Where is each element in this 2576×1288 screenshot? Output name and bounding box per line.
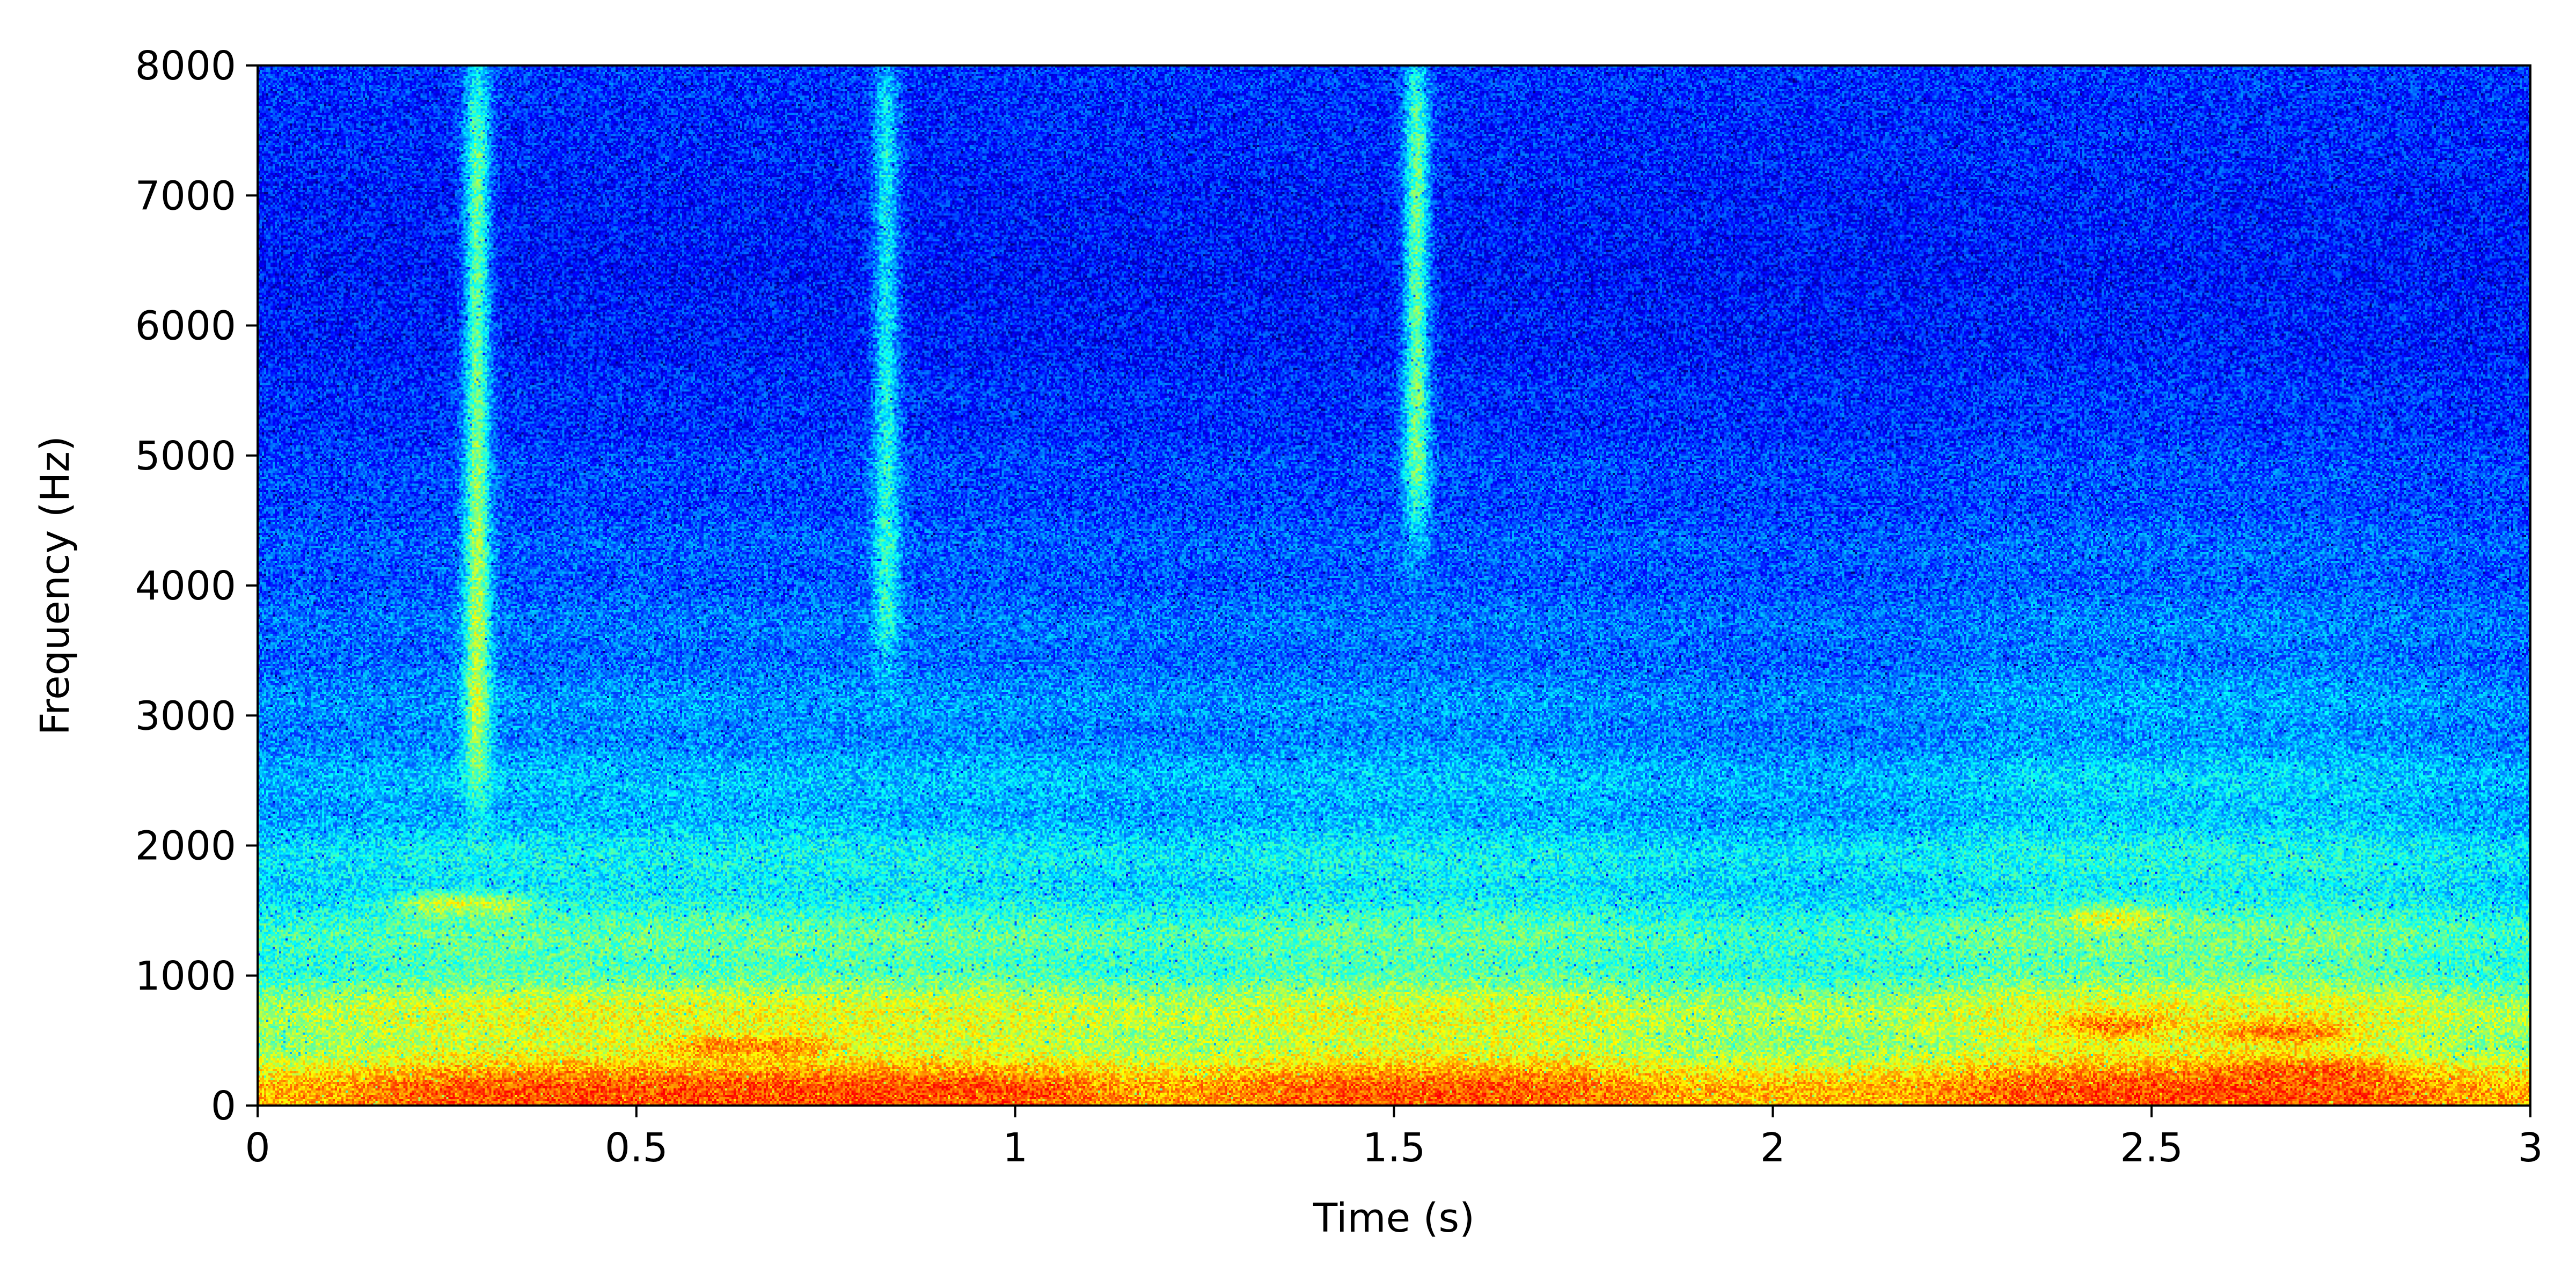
y-tick-label: 3000 bbox=[135, 693, 236, 739]
y-axis-title: Frequency (Hz) bbox=[32, 436, 78, 735]
y-axis: 0 1000 2000 3000 4000 5000 6000 7000 8000 bbox=[135, 43, 258, 1129]
y-tick-label: 7000 bbox=[135, 173, 236, 219]
y-tick-label: 4000 bbox=[135, 563, 236, 609]
x-tick-label: 2 bbox=[1760, 1125, 1785, 1171]
spectrogram-heatmap bbox=[258, 65, 2530, 1106]
y-tick-label: 6000 bbox=[135, 303, 236, 349]
x-tick-label: 1.5 bbox=[1363, 1125, 1426, 1171]
y-tick-label: 8000 bbox=[135, 43, 236, 89]
y-tick-label: 2000 bbox=[135, 823, 236, 869]
x-tick-label: 1 bbox=[1002, 1125, 1028, 1171]
x-axis-title: Time (s) bbox=[1313, 1195, 1475, 1241]
x-tick-label: 2.5 bbox=[2120, 1125, 2183, 1171]
x-tick-label: 0.5 bbox=[605, 1125, 668, 1171]
x-tick-label: 3 bbox=[2518, 1125, 2543, 1171]
x-axis: 0 0.5 1 1.5 2 2.5 3 bbox=[245, 1106, 2543, 1171]
y-tick-label: 0 bbox=[211, 1083, 236, 1129]
plot-area bbox=[257, 64, 2531, 1107]
x-tick-label: 0 bbox=[245, 1125, 270, 1171]
y-tick-label: 1000 bbox=[135, 953, 236, 999]
y-tick-label: 5000 bbox=[135, 433, 236, 479]
